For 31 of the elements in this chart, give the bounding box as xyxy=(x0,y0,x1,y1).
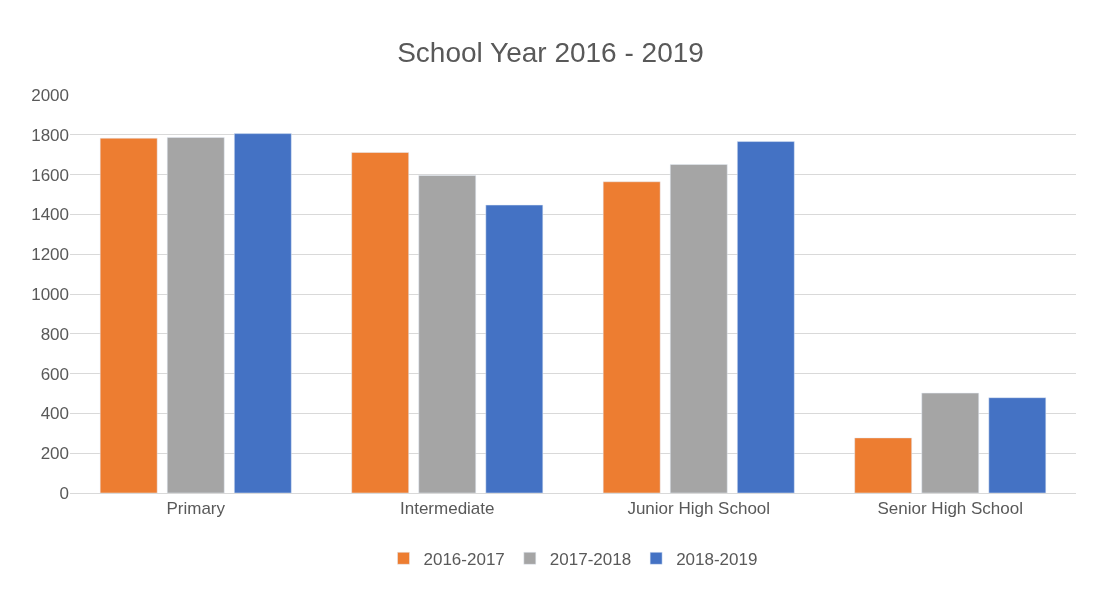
y-tick-label: 1600 xyxy=(31,165,69,185)
bar xyxy=(99,137,158,493)
y-tick-label: 2000 xyxy=(31,85,69,105)
bar xyxy=(418,175,476,493)
bar xyxy=(921,392,979,493)
bar xyxy=(602,181,661,493)
y-tick-label: 600 xyxy=(40,364,69,384)
bar xyxy=(670,164,728,493)
bar xyxy=(854,437,912,493)
chart-title: School Year 2016 - 2019 xyxy=(397,36,704,68)
legend-label: 2017-2018 xyxy=(549,549,632,569)
bar xyxy=(351,152,409,493)
y-tick-label: 1200 xyxy=(31,245,69,265)
x-tick-label: Primary xyxy=(166,499,226,519)
x-tick-label: Intermediate xyxy=(400,499,495,519)
y-tick-label: 800 xyxy=(40,324,69,344)
bar xyxy=(988,397,1047,493)
bar xyxy=(485,204,544,493)
y-tick-label: 400 xyxy=(40,404,69,424)
bar xyxy=(234,133,292,493)
x-tick-label: Senior High School xyxy=(877,499,1024,519)
y-tick-label: 1800 xyxy=(31,125,69,145)
y-tick-label: 1000 xyxy=(31,284,69,304)
legend-label: 2018-2019 xyxy=(676,549,758,569)
y-tick-label: 0 xyxy=(59,483,69,503)
y-tick-label: 1400 xyxy=(31,205,69,225)
x-tick-label: Junior High School xyxy=(627,499,771,519)
legend-label: 2016-2017 xyxy=(423,549,505,569)
bar xyxy=(737,141,795,493)
bar xyxy=(167,137,225,493)
y-tick-label: 200 xyxy=(40,444,69,464)
